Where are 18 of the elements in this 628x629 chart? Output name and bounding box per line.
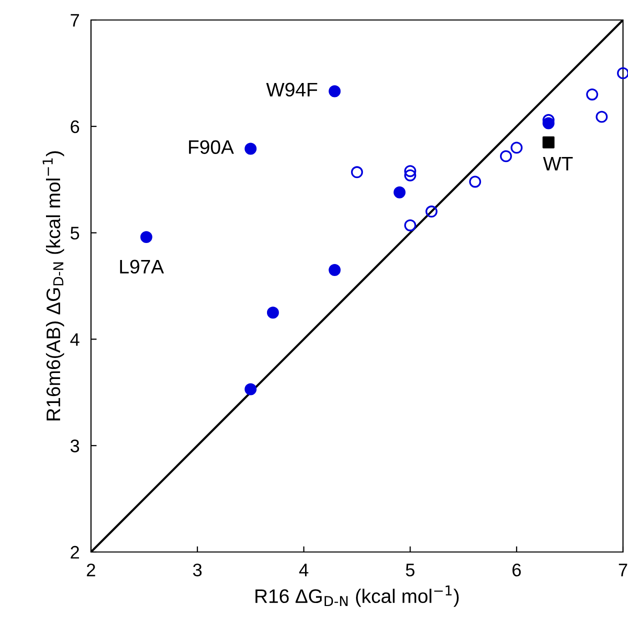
x-tick-label: 4 (299, 564, 308, 576)
y-tick-label: 4 (70, 333, 80, 346)
x-tick-label: 2 (86, 564, 96, 576)
annotation: WT (543, 156, 573, 170)
x-tick-label: 6 (512, 564, 521, 576)
annotation: L97A (120, 260, 164, 274)
y-tick-label: 7 (70, 14, 79, 27)
y-axis-title: R16m6(AB) ΔG$_{D-N}$ (kcal mol$^{−1}$) (42, 151, 64, 420)
x-axis-title: R16 ΔG$_{D-N}$ (kcal mol$^{−1}$) (256, 586, 459, 607)
y-tick-label: 5 (70, 226, 80, 240)
x-tick-label: 7 (618, 564, 628, 576)
y-tick-label: 2 (70, 546, 79, 559)
x-tick-label: 3 (193, 564, 202, 576)
annotation: W94F (266, 82, 318, 97)
y-tick-label: 3 (70, 440, 80, 452)
y-tick-label: 6 (70, 120, 80, 134)
annotation: F90A (189, 140, 234, 154)
x-tick-label: 5 (406, 564, 414, 576)
